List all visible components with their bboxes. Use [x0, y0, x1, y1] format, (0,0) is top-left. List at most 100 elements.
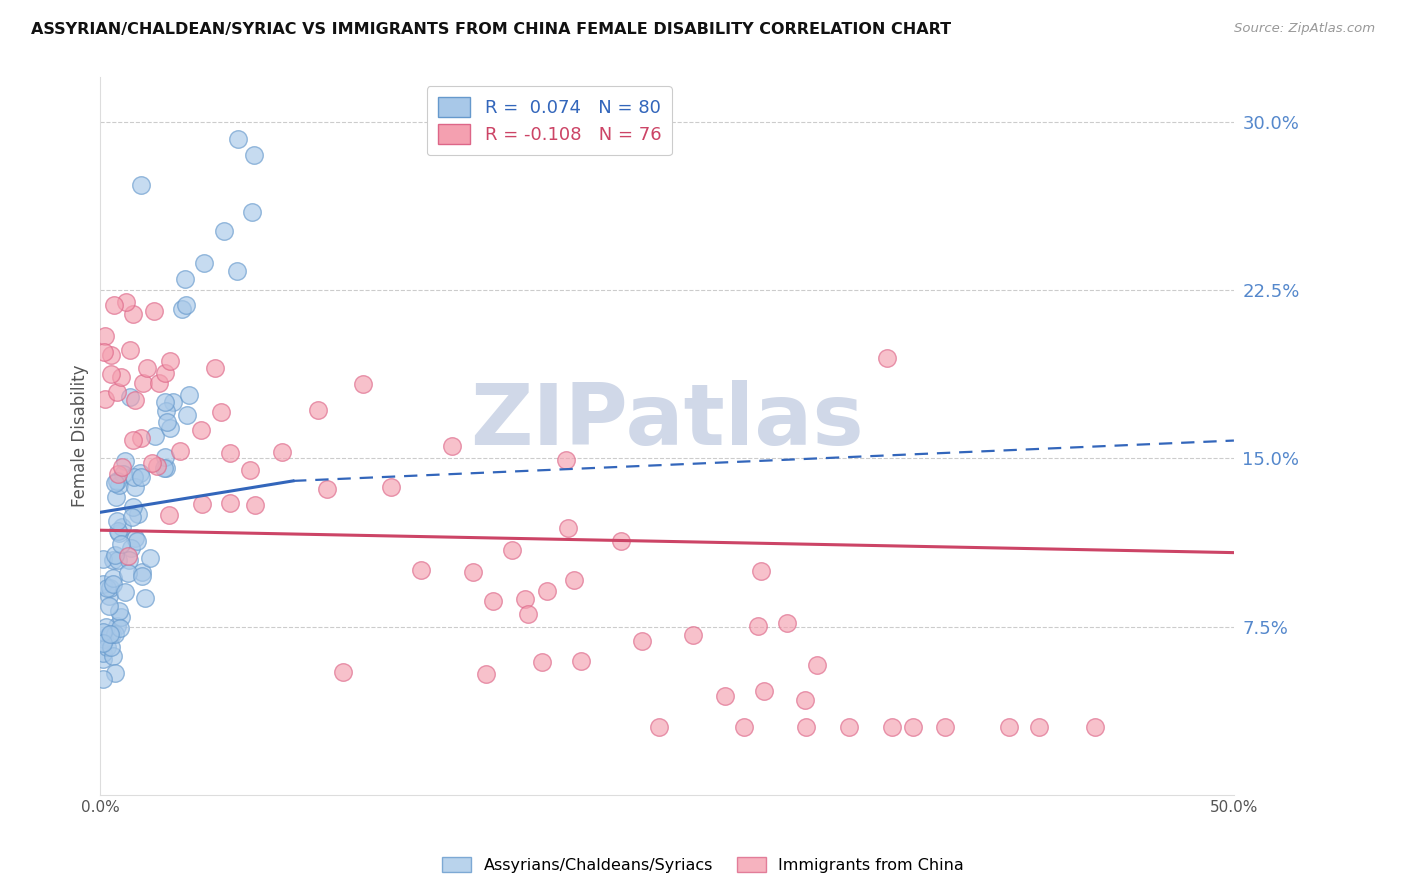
Point [93, 632, 115, 646]
Point [794, 721, 817, 735]
Point [94, 392, 117, 406]
Y-axis label: Female Disability: Female Disability [72, 365, 89, 508]
Point [307, 402, 329, 417]
Point [179, 388, 201, 402]
Point [101, 627, 124, 641]
Point [156, 415, 179, 429]
Point [121, 509, 143, 524]
Point [536, 583, 558, 598]
Point [134, 591, 156, 606]
Point [747, 619, 769, 633]
Point [94, 620, 117, 634]
Point [153, 450, 176, 464]
Point [610, 534, 633, 549]
Point [111, 520, 134, 534]
Point [191, 497, 214, 511]
Point [169, 443, 191, 458]
Point [114, 454, 136, 468]
Point [131, 565, 153, 579]
Legend: Assyrians/Chaldeans/Syriacs, Immigrants from China: Assyrians/Chaldeans/Syriacs, Immigrants … [436, 851, 970, 880]
Point [112, 467, 135, 482]
Point [1028, 721, 1050, 735]
Point [148, 376, 170, 391]
Point [114, 585, 136, 599]
Point [120, 390, 142, 404]
Point [127, 507, 149, 521]
Point [107, 604, 129, 618]
Point [380, 480, 402, 494]
Point [101, 576, 124, 591]
Point [104, 627, 127, 641]
Point [105, 618, 128, 632]
Point [245, 498, 267, 512]
Point [997, 721, 1019, 735]
Point [139, 551, 162, 566]
Point [515, 592, 537, 607]
Point [226, 264, 249, 278]
Point [107, 553, 129, 567]
Point [557, 521, 579, 535]
Point [332, 665, 354, 679]
Point [776, 616, 799, 631]
Point [104, 548, 127, 562]
Point [174, 272, 197, 286]
Point [159, 354, 181, 368]
Point [131, 376, 153, 390]
Point [121, 500, 143, 515]
Point [153, 366, 176, 380]
Point [749, 564, 772, 578]
Point [111, 459, 134, 474]
Point [122, 307, 145, 321]
Point [463, 566, 485, 580]
Point [146, 459, 169, 474]
Point [440, 438, 463, 452]
Point [876, 351, 898, 365]
Point [127, 534, 149, 549]
Point [117, 549, 139, 563]
Point [96, 640, 118, 654]
Point [108, 526, 131, 541]
Point [901, 721, 924, 735]
Point [91, 646, 114, 660]
Point [209, 405, 232, 419]
Point [752, 684, 775, 698]
Point [569, 654, 592, 668]
Point [1084, 721, 1107, 735]
Point [648, 721, 671, 735]
Point [554, 453, 576, 467]
Point [120, 541, 142, 555]
Point [91, 652, 114, 666]
Point [141, 456, 163, 470]
Point [110, 537, 132, 551]
Point [101, 649, 124, 664]
Point [100, 627, 122, 641]
Point [105, 514, 128, 528]
Point [631, 634, 654, 648]
Point [105, 474, 128, 488]
Point [174, 298, 197, 312]
Point [530, 655, 553, 669]
Point [170, 301, 193, 316]
Point [315, 482, 337, 496]
Point [218, 446, 240, 460]
Point [115, 294, 138, 309]
Point [93, 329, 115, 343]
Point [838, 721, 860, 735]
Point [98, 582, 121, 596]
Point [734, 721, 756, 735]
Point [882, 721, 904, 735]
Point [129, 466, 152, 480]
Point [104, 476, 127, 491]
Point [105, 384, 128, 399]
Point [159, 420, 181, 434]
Point [794, 692, 817, 706]
Point [103, 298, 125, 312]
Point [153, 461, 176, 475]
Point [100, 348, 122, 362]
Point [155, 461, 177, 475]
Point [143, 429, 166, 443]
Point [129, 178, 152, 192]
Text: Source: ZipAtlas.com: Source: ZipAtlas.com [1234, 22, 1375, 36]
Point [96, 630, 118, 644]
Point [100, 640, 122, 654]
